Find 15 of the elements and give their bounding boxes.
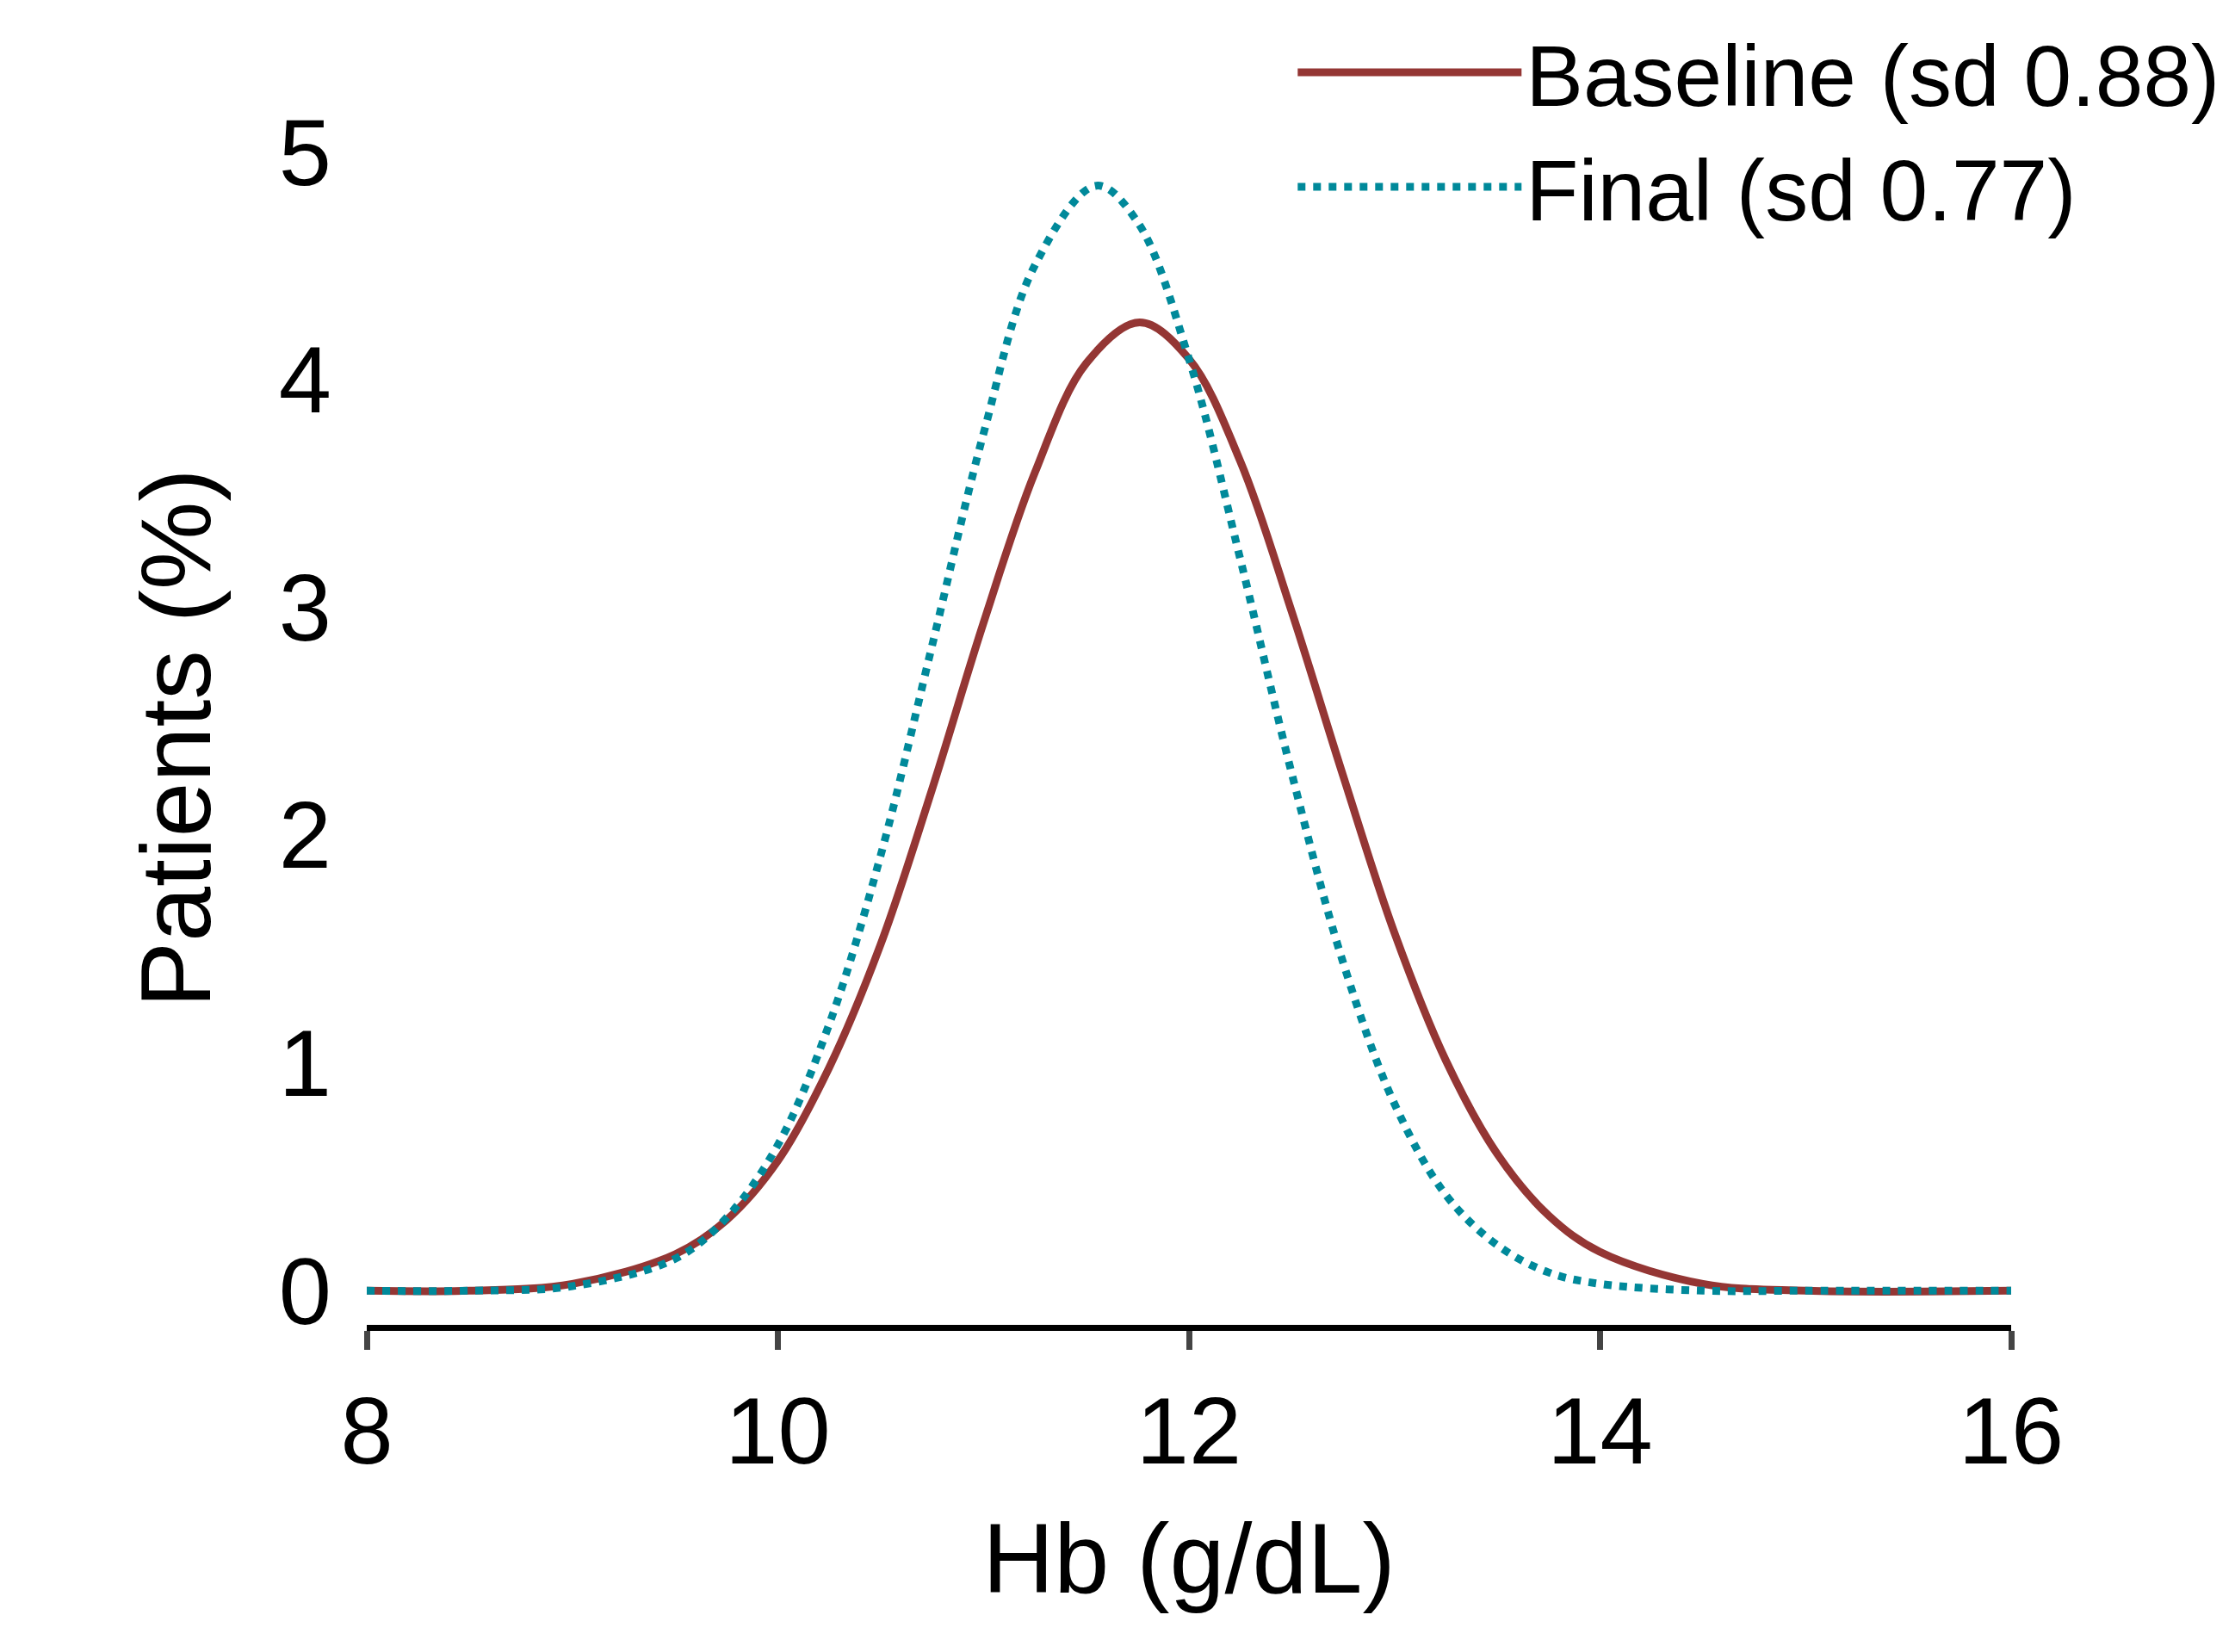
y-tick-label: 4 <box>278 326 331 433</box>
x-tick-label: 8 <box>340 1377 393 1483</box>
x-tick-label: 12 <box>1136 1377 1242 1483</box>
x-axis-title: Hb (g/dL) <box>982 1503 1396 1613</box>
x-tick-label: 16 <box>1958 1377 2065 1483</box>
y-tick-label: 0 <box>278 1237 331 1344</box>
y-tick-label: 2 <box>278 782 331 888</box>
y-tick-label: 5 <box>278 98 331 205</box>
legend-label: Baseline (sd 0.88) <box>1526 27 2220 124</box>
y-tick-label: 1 <box>278 1010 331 1117</box>
legend-label: Final (sd 0.77) <box>1526 141 2077 238</box>
y-tick-label: 3 <box>278 554 331 660</box>
x-tick-label: 14 <box>1547 1377 1653 1483</box>
y-axis-title: Patients (%) <box>121 468 232 1008</box>
x-tick-label: 10 <box>725 1377 831 1483</box>
